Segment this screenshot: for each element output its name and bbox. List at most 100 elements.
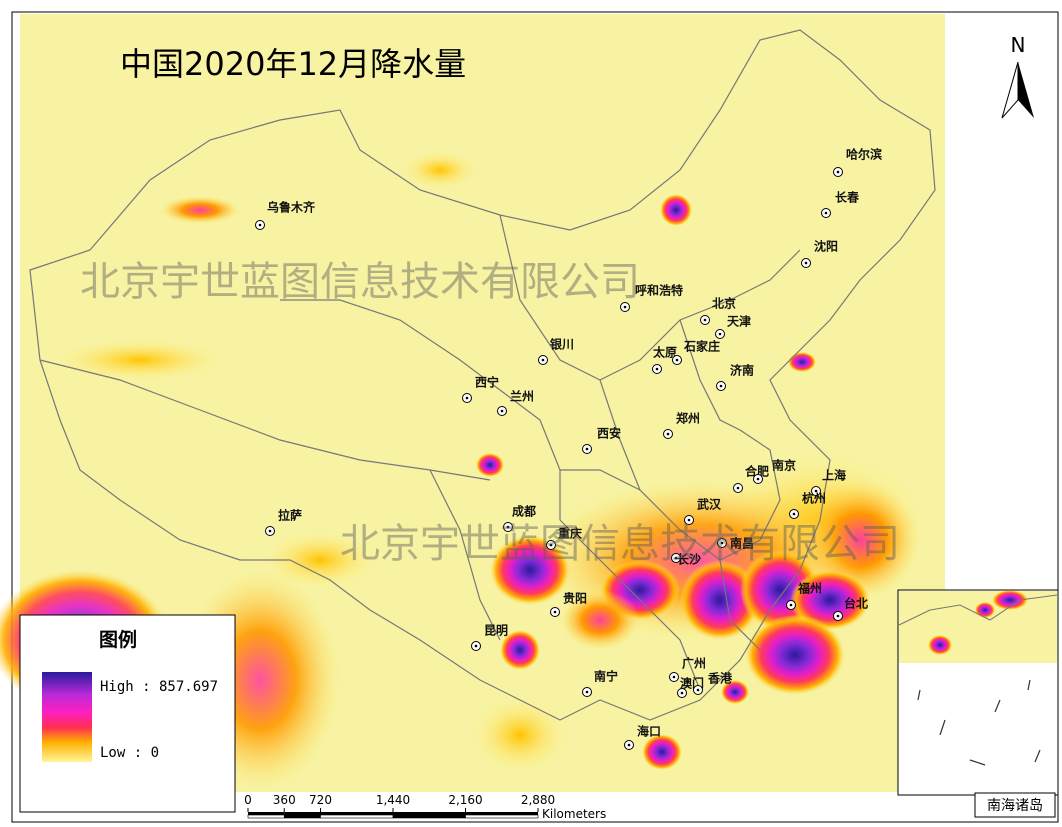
city-dot — [836, 170, 840, 174]
scale-label: 360 — [273, 793, 296, 807]
city-label: 台北 — [844, 596, 868, 611]
city-label: 西安 — [597, 426, 621, 441]
city-label: 昆明 — [484, 624, 508, 638]
city-label: 乌鲁木齐 — [267, 200, 316, 215]
city-dot — [756, 477, 760, 481]
city-label: 南昌 — [730, 536, 754, 551]
inset-map: 南海诸岛 — [897, 589, 1059, 818]
scale-label: 0 — [244, 793, 252, 807]
city-dot — [500, 409, 504, 413]
scale-segment — [283, 814, 321, 819]
city-label: 郑州 — [676, 411, 700, 426]
scale-label: 2,880 — [521, 793, 555, 807]
city-label: 广州 — [682, 656, 706, 671]
city-label: 呼和浩特 — [635, 283, 683, 298]
city-label: 合肥 — [745, 464, 769, 479]
city-dot — [585, 447, 589, 451]
scale-segment — [247, 814, 285, 819]
city-dot — [506, 525, 510, 529]
scale-label: 720 — [309, 793, 332, 807]
scale-segment — [320, 814, 394, 819]
legend-ramp — [42, 672, 92, 762]
city-dot — [836, 614, 840, 618]
city-dot — [672, 675, 676, 679]
city-label: 南宁 — [594, 669, 618, 684]
city-dot — [674, 556, 678, 560]
city-label: 兰州 — [510, 389, 534, 404]
city-dot — [696, 688, 700, 692]
city-dot — [585, 690, 589, 694]
north-label: N — [1011, 33, 1026, 57]
city-dot — [258, 223, 262, 227]
scale-label: 2,160 — [448, 793, 482, 807]
city-label: 西宁 — [475, 375, 499, 390]
legend-low: Low : 0 — [100, 745, 159, 761]
city-label: 北京 — [712, 296, 736, 311]
city-dot — [736, 486, 740, 490]
city-label: 沈阳 — [814, 239, 838, 254]
city-label: 天津 — [727, 314, 751, 329]
city-label: 银川 — [550, 337, 574, 352]
city-label: 长春 — [835, 190, 860, 205]
scale-label: 1,440 — [376, 793, 410, 807]
north-arrow: N — [1001, 33, 1034, 119]
inset-label: 南海诸岛 — [987, 798, 1043, 814]
city-dot — [623, 305, 627, 309]
city-dot — [541, 358, 545, 362]
city-label: 南京 — [772, 458, 796, 473]
city-dot — [824, 211, 828, 215]
city-dot — [703, 318, 707, 322]
city-dot — [268, 529, 272, 533]
map-title: 中国2020年12月降水量 — [120, 45, 466, 83]
city-dot — [675, 358, 679, 362]
scale-segment — [393, 812, 466, 815]
city-label: 哈尔滨 — [846, 147, 882, 162]
scale-segment — [392, 814, 466, 819]
city-label: 贵阳 — [563, 591, 587, 606]
legend: 图例 High : 857.697 Low : 0 — [19, 614, 236, 813]
city-dot — [720, 541, 724, 545]
watermark: 北京宇世蓝图信息技术有限公司 — [80, 259, 640, 305]
city-dot — [553, 610, 557, 614]
city-label: 武汉 — [697, 497, 722, 512]
city-label: 重庆 — [558, 526, 582, 541]
city-dot — [719, 384, 723, 388]
city-label: 上海 — [822, 468, 846, 483]
city-dot — [465, 396, 469, 400]
city-dot — [680, 691, 684, 695]
margin — [945, 14, 1057, 590]
watermark: 北京宇世蓝图信息技术有限公司 — [340, 521, 900, 567]
scale-segment — [248, 812, 285, 815]
city-dot — [789, 603, 793, 607]
city-dot — [627, 743, 631, 747]
scale-segment — [465, 814, 539, 819]
city-dot — [804, 261, 808, 265]
city-dot — [474, 644, 478, 648]
scale-unit: Kilometers — [542, 807, 606, 821]
city-dot — [549, 543, 553, 547]
legend-title: 图例 — [99, 628, 137, 651]
city-label: 香港 — [707, 671, 733, 686]
city-dot — [814, 489, 818, 493]
city-dot — [687, 518, 691, 522]
scale-segment — [465, 812, 538, 815]
city-dot — [792, 512, 796, 516]
city-dot — [718, 332, 722, 336]
city-label: 长沙 — [677, 552, 701, 567]
city-label: 杭州 — [802, 491, 826, 506]
city-label: 拉萨 — [278, 508, 302, 523]
city-label: 石家庄 — [683, 339, 720, 354]
city-label: 太原 — [653, 345, 677, 360]
city-label: 济南 — [730, 363, 754, 378]
scale-segment — [320, 812, 393, 815]
city-dot — [655, 367, 659, 371]
city-label: 海口 — [637, 724, 661, 739]
city-dot — [666, 432, 670, 436]
boundaries — [29, 29, 936, 721]
scale-segment — [284, 812, 321, 815]
city-label: 福州 — [797, 581, 822, 596]
